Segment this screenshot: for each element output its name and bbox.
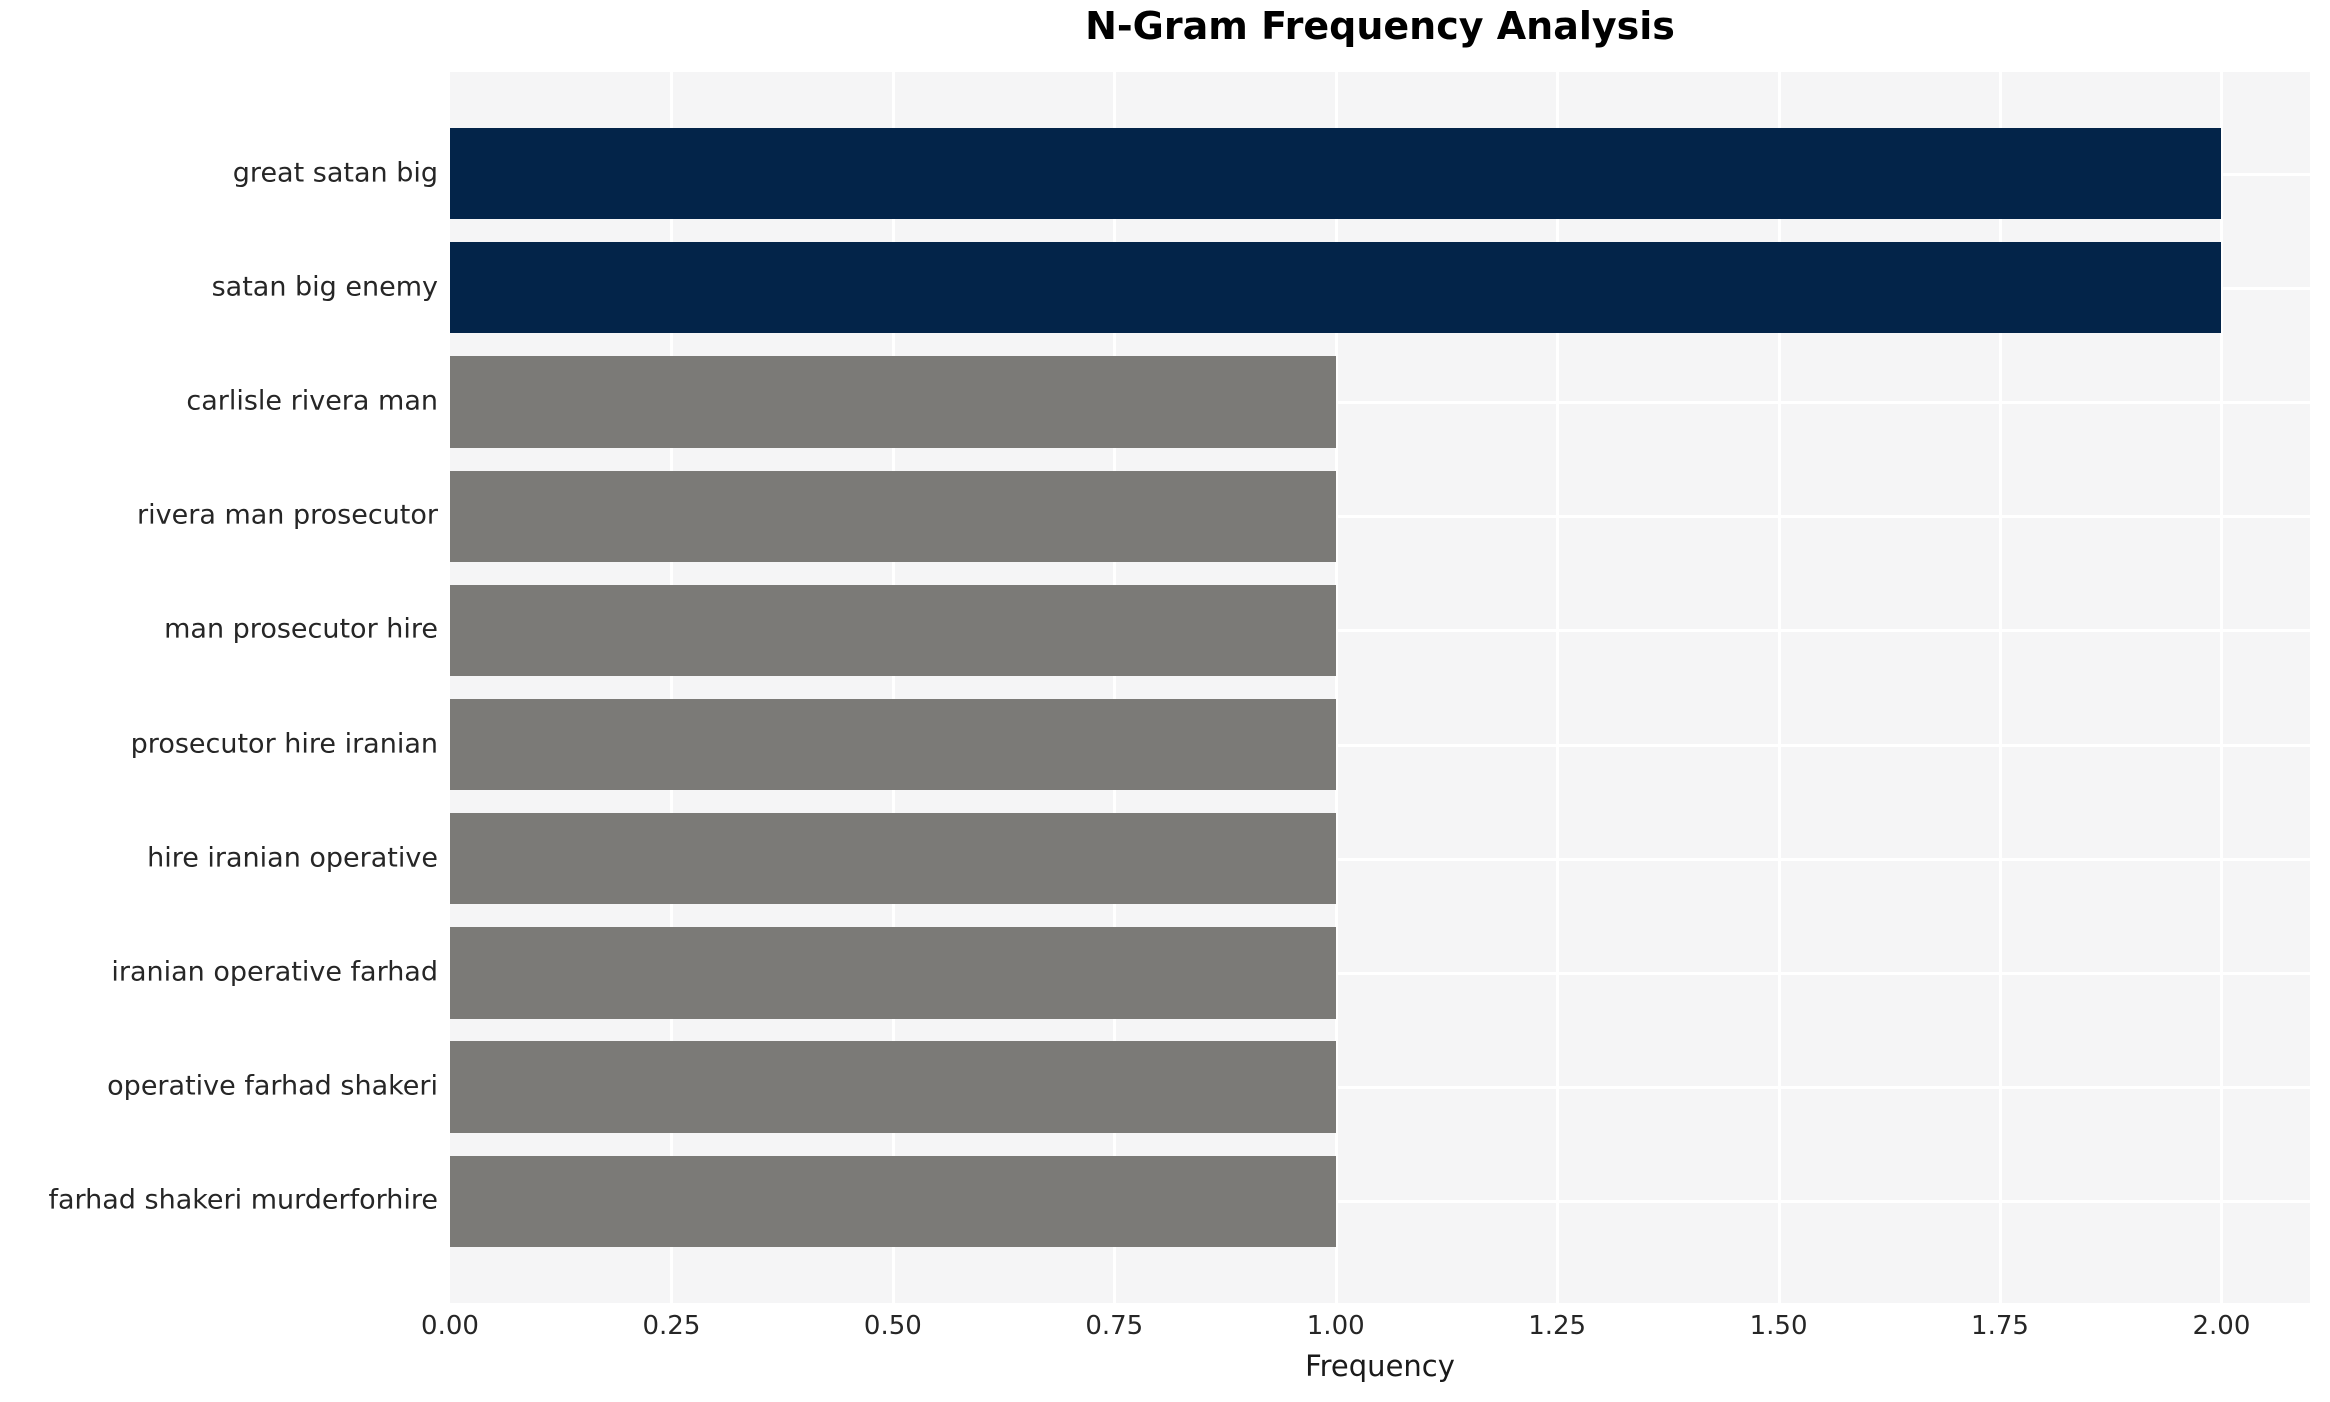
x-tick-label: 1.50 <box>1749 1311 1808 1341</box>
x-tick-label: 1.75 <box>1971 1311 2029 1341</box>
gridline-x <box>2220 72 2224 1303</box>
x-tick-label: 1.00 <box>1306 1311 1365 1341</box>
y-tick-label: farhad shakeri murderforhire <box>48 1184 438 1216</box>
gridline-y <box>450 971 2310 975</box>
y-tick-label: operative farhad shakeri <box>107 1070 438 1102</box>
gridline-y <box>450 629 2310 633</box>
gridline-x <box>891 72 895 1303</box>
y-tick-label: satan big enemy <box>211 271 438 303</box>
bar <box>450 813 1336 905</box>
y-tick-label: great satan big <box>232 156 438 188</box>
y-tick-label: prosecutor hire iranian <box>130 727 438 759</box>
gridline-y <box>450 743 2310 747</box>
x-tick-label: 0.75 <box>1085 1311 1144 1341</box>
gridline-x <box>1113 72 1117 1303</box>
y-tick-label: man prosecutor hire <box>164 613 438 645</box>
x-tick-label: 0.25 <box>642 1311 701 1341</box>
gridline-y <box>450 1086 2310 1090</box>
y-tick-label: hire iranian operative <box>147 842 438 874</box>
bar <box>450 356 1336 448</box>
bar <box>450 1041 1336 1133</box>
x-tick-label: 2.00 <box>2192 1311 2251 1341</box>
gridline-y <box>450 515 2310 519</box>
gridline-x <box>670 72 674 1303</box>
x-tick-label: 0.00 <box>421 1311 479 1341</box>
bar <box>450 927 1336 1019</box>
gridline-x <box>1999 72 2002 1303</box>
bar <box>450 127 2222 220</box>
y-tick-label: iranian operative farhad <box>111 956 438 988</box>
chart-title: N-Gram Frequency Analysis <box>1085 4 1675 48</box>
gridline-y <box>450 857 2310 861</box>
bar <box>450 1155 1336 1248</box>
x-tick-label: 0.50 <box>863 1311 922 1341</box>
x-axis-label: Frequency <box>1305 1349 1455 1383</box>
gridline-x <box>1334 72 1338 1303</box>
y-tick-label: carlisle rivera man <box>186 385 438 417</box>
bar <box>450 698 1336 791</box>
x-tick-label: 1.25 <box>1528 1311 1587 1341</box>
y-tick-label: rivera man prosecutor <box>137 499 438 531</box>
bar <box>450 242 2222 334</box>
bar <box>450 584 1336 677</box>
gridline-y <box>450 401 2310 405</box>
bar <box>450 470 1336 562</box>
plot-area <box>450 72 2310 1303</box>
gridline-y <box>450 1200 2310 1204</box>
gridline-x <box>1777 72 1781 1303</box>
gridline-x <box>1556 72 1560 1303</box>
